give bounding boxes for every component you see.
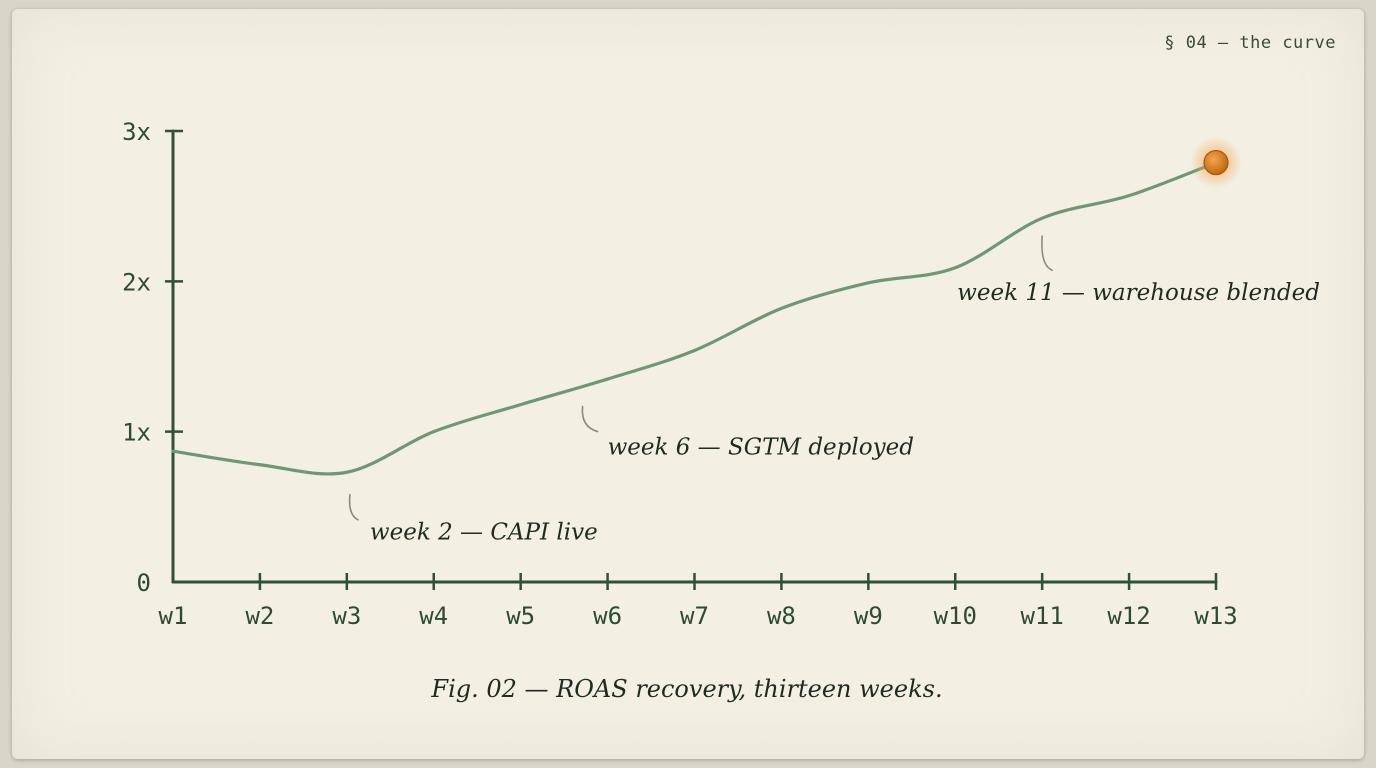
x-tick-label: w10 bbox=[934, 602, 977, 630]
annotation-leader bbox=[1041, 235, 1053, 271]
chart-card: § 04 — the curve bbox=[12, 9, 1364, 759]
y-tick-label: 2x bbox=[122, 268, 151, 296]
x-tick-label: w7 bbox=[680, 602, 709, 630]
x-tick-label: w11 bbox=[1020, 602, 1063, 630]
y-tick-label: 3x bbox=[122, 118, 151, 146]
y-tick-label: 0 bbox=[137, 569, 151, 597]
section-label: § 04 — the curve bbox=[1164, 33, 1336, 53]
x-tick-label: w3 bbox=[332, 602, 361, 630]
x-tick-label: w4 bbox=[419, 602, 448, 630]
series-roas bbox=[171, 136, 1242, 476]
series-line bbox=[171, 160, 1218, 476]
x-tick-label: w1 bbox=[159, 602, 188, 630]
annotation-label: week 6 — SGTM deployed bbox=[608, 435, 914, 461]
annotation-leader bbox=[581, 405, 599, 433]
chart-caption: Fig. 02 — ROAS recovery, thirteen weeks. bbox=[430, 675, 942, 703]
y-tick-label: 1x bbox=[122, 419, 151, 447]
annotation-label: week 11 — warehouse blended bbox=[957, 280, 1320, 306]
x-tick-label: w13 bbox=[1194, 602, 1237, 630]
x-tick-label: w2 bbox=[245, 602, 274, 630]
x-tick-label: w8 bbox=[767, 602, 796, 630]
endpoint-dot bbox=[1203, 149, 1229, 176]
x-tick-label: w5 bbox=[506, 602, 535, 630]
x-tick-label: w12 bbox=[1107, 602, 1150, 630]
annotation-leader bbox=[348, 493, 359, 521]
x-axis-ticks: w1 w2 w3 w4 w5 w6 w7 w8 w9 w10 w11 w12 w13 bbox=[159, 573, 1238, 630]
x-tick-label: w9 bbox=[854, 602, 883, 630]
axes bbox=[171, 129, 1218, 584]
annotation-label: week 2 — CAPI live bbox=[370, 520, 598, 546]
y-axis-ticks: 0 1x 2x 3x bbox=[122, 118, 183, 597]
x-tick-label: w6 bbox=[593, 602, 622, 630]
annotations: week 2 — CAPI live week 6 — SGTM deployed… bbox=[348, 235, 1320, 546]
